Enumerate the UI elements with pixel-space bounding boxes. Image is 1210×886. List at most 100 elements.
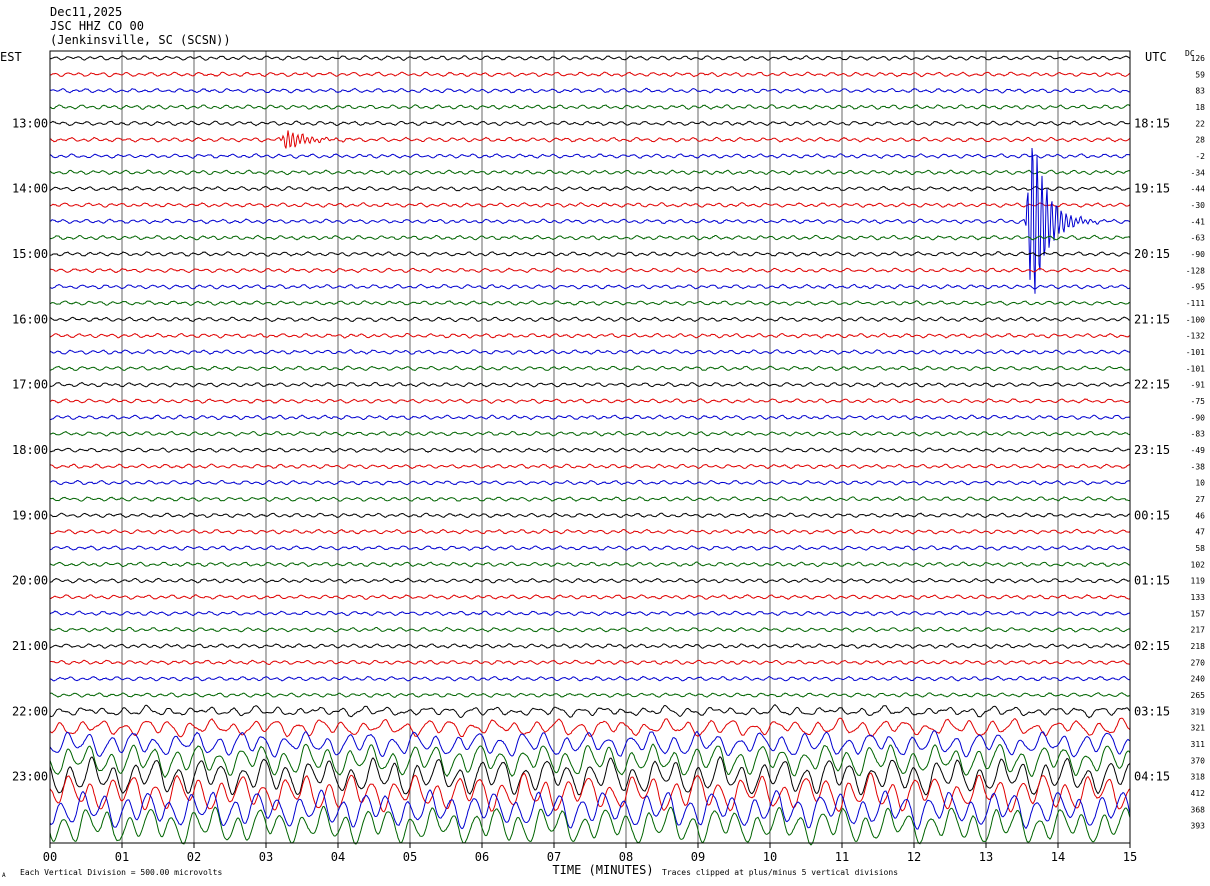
seismic-trace bbox=[49, 398, 1131, 404]
seismic-trace bbox=[49, 169, 1131, 176]
dc-offset-label: 46 bbox=[1195, 511, 1205, 520]
seismic-trace bbox=[49, 772, 1131, 813]
dc-offset-label: -63 bbox=[1191, 234, 1206, 243]
dc-offset-label: 59 bbox=[1195, 70, 1205, 79]
x-tick-label: 04 bbox=[331, 850, 345, 864]
x-tick-label: 06 bbox=[475, 850, 489, 864]
seismic-trace bbox=[50, 626, 1131, 633]
dc-offset-label: -38 bbox=[1191, 462, 1206, 471]
dc-offset-label: -91 bbox=[1191, 381, 1206, 390]
x-tick-label: 13 bbox=[979, 850, 993, 864]
dc-offset-label: 119 bbox=[1191, 577, 1206, 586]
seismic-trace bbox=[49, 414, 1131, 421]
axis-labels: 00 01 02 03 04 05 06 07 08 09 10 11 12 13 14 15 TIME (MI… bbox=[12, 54, 1205, 877]
dc-offset-label: 157 bbox=[1191, 609, 1206, 618]
seismic-trace bbox=[49, 300, 1131, 306]
seismic-trace bbox=[49, 545, 1131, 551]
dc-offset-label: -49 bbox=[1191, 446, 1206, 455]
dc-offset-label: 311 bbox=[1191, 740, 1206, 749]
station-location: (Jenkinsville, SC (SCSN)) bbox=[50, 33, 231, 47]
seismic-trace bbox=[50, 512, 1131, 519]
seismic-trace bbox=[49, 659, 1131, 666]
dc-offset-label: 126 bbox=[1191, 54, 1206, 63]
seismic-trace bbox=[49, 743, 1131, 779]
x-tick-label: 10 bbox=[763, 850, 777, 864]
seismic-trace bbox=[49, 130, 1131, 149]
dc-offset-label: 321 bbox=[1191, 724, 1206, 733]
dc-offset-label: 83 bbox=[1195, 87, 1205, 96]
dc-offset-label: 270 bbox=[1191, 658, 1206, 667]
dc-offset-label: -44 bbox=[1191, 185, 1206, 194]
est-zone-label: EST bbox=[0, 50, 22, 64]
dc-offset-label: -34 bbox=[1191, 168, 1206, 177]
est-hour-label: 18:00 bbox=[12, 443, 48, 457]
dc-offset-label: -95 bbox=[1191, 283, 1206, 292]
dc-offset-label: 319 bbox=[1191, 707, 1206, 716]
dc-offset-label: 10 bbox=[1195, 479, 1205, 488]
dc-offset-label: -2 bbox=[1195, 152, 1205, 161]
seismic-trace bbox=[49, 561, 1131, 568]
dc-offset-label: 368 bbox=[1191, 805, 1206, 814]
dc-offset-label: 393 bbox=[1191, 822, 1206, 831]
seismic-traces bbox=[49, 55, 1131, 846]
seismic-trace bbox=[49, 104, 1131, 110]
est-hour-label: 21:00 bbox=[12, 639, 48, 653]
dc-offset-label: 133 bbox=[1191, 593, 1206, 602]
seismic-trace bbox=[49, 55, 1131, 61]
est-hour-label: 23:00 bbox=[12, 770, 48, 784]
dc-offset-label: 217 bbox=[1191, 626, 1206, 635]
seismic-trace bbox=[49, 202, 1131, 208]
dc-offset-label: -90 bbox=[1191, 413, 1206, 422]
seismic-trace bbox=[49, 704, 1131, 719]
x-tick-label: 00 bbox=[43, 850, 57, 864]
dc-offset-label: 412 bbox=[1191, 789, 1206, 798]
seismic-trace bbox=[49, 349, 1131, 355]
utc-zone-label: UTC bbox=[1145, 50, 1167, 64]
est-hour-label: 16:00 bbox=[12, 312, 48, 326]
dc-offset-label: 27 bbox=[1195, 495, 1205, 504]
seismic-trace bbox=[49, 185, 1131, 192]
dc-offset-label: 265 bbox=[1191, 691, 1206, 700]
dc-offset-label: 218 bbox=[1191, 642, 1206, 651]
seismic-trace bbox=[49, 332, 1131, 339]
utc-hour-label: 20:15 bbox=[1134, 247, 1170, 261]
corner-mark: A bbox=[2, 872, 6, 879]
seismic-trace bbox=[49, 267, 1131, 274]
est-hour-label: 19:00 bbox=[12, 508, 48, 522]
x-tick-label: 02 bbox=[187, 850, 201, 864]
seismic-trace bbox=[49, 594, 1131, 600]
x-tick-label: 14 bbox=[1051, 850, 1065, 864]
utc-hour-label: 03:15 bbox=[1134, 704, 1170, 718]
x-tick-label: 11 bbox=[835, 850, 849, 864]
est-hour-label: 15:00 bbox=[12, 247, 48, 261]
seismic-trace bbox=[49, 87, 1131, 94]
seismic-trace bbox=[49, 365, 1131, 372]
dc-offset-label: -100 bbox=[1186, 315, 1205, 324]
dc-offset-label: 240 bbox=[1191, 675, 1206, 684]
seismic-trace bbox=[49, 463, 1131, 470]
seismic-trace bbox=[49, 153, 1131, 159]
dc-offset-label: -90 bbox=[1191, 250, 1206, 259]
seismic-trace bbox=[49, 717, 1131, 738]
dc-offset-label: -75 bbox=[1191, 397, 1206, 406]
utc-hour-label: 18:15 bbox=[1134, 116, 1170, 130]
utc-hour-label: 19:15 bbox=[1134, 182, 1170, 196]
utc-hour-label: 22:15 bbox=[1134, 378, 1170, 392]
dc-offset-label: 28 bbox=[1195, 136, 1205, 145]
utc-hour-label: 04:15 bbox=[1134, 770, 1170, 784]
dc-offset-label: 370 bbox=[1191, 756, 1206, 765]
x-tick-label: 08 bbox=[619, 850, 633, 864]
dc-offset-label: 318 bbox=[1191, 773, 1206, 782]
dc-offset-label: 18 bbox=[1195, 103, 1205, 112]
dc-label: DC bbox=[1185, 49, 1195, 58]
seismic-trace bbox=[49, 789, 1131, 830]
dc-offset-label: -83 bbox=[1191, 430, 1206, 439]
est-hour-label: 14:00 bbox=[12, 182, 48, 196]
seismic-trace bbox=[49, 730, 1131, 758]
seismic-trace bbox=[50, 496, 1131, 502]
seismic-trace bbox=[49, 756, 1131, 796]
dc-offset-label: -101 bbox=[1186, 348, 1205, 357]
seismic-trace bbox=[49, 675, 1131, 682]
est-hour-label: 17:00 bbox=[12, 378, 48, 392]
utc-hour-label: 01:15 bbox=[1134, 574, 1170, 588]
